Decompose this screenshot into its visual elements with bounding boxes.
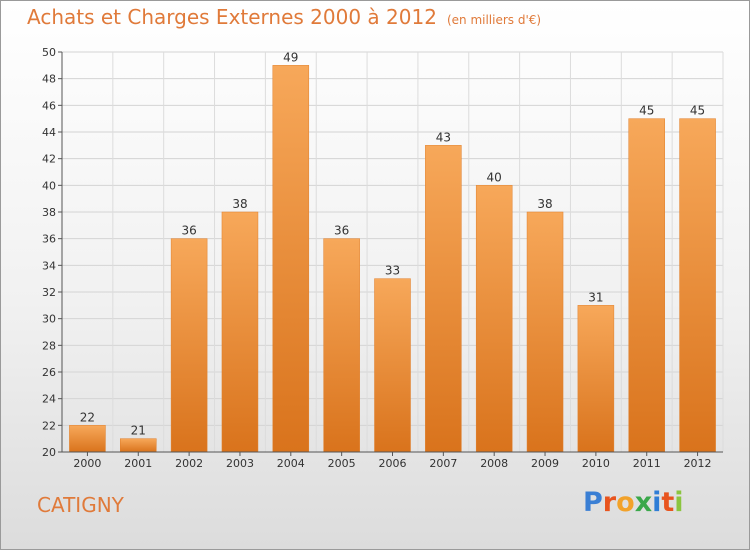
axis-layer: 20 22 24 26 28 30 32 34 36 38 40 42 44 46 48 50 2000 2001… — [42, 46, 723, 470]
x-tick-label: 2000 — [73, 457, 101, 470]
commune-name: CATIGNY — [37, 493, 124, 517]
y-tick-label: 20 — [42, 446, 56, 459]
data-label-2008: 40 — [487, 170, 502, 184]
y-tick-label: 22 — [42, 419, 56, 432]
bar-2012 — [679, 118, 716, 453]
y-tick-label: 32 — [42, 286, 56, 299]
bar-2009 — [526, 211, 564, 453]
logo-letter: x — [634, 487, 653, 518]
bar-2003 — [221, 211, 259, 453]
y-tick-label: 36 — [42, 233, 56, 246]
chart-title-text: Achats et Charges Externes 2000 à 2012 — [27, 5, 437, 29]
x-tick-label: 2007 — [429, 457, 457, 470]
bar-2010 — [577, 305, 615, 453]
data-label-2010: 31 — [588, 290, 603, 304]
y-tick-label: 30 — [42, 313, 56, 326]
x-tick-label: 2002 — [175, 457, 203, 470]
x-tick-label: 2010 — [582, 457, 610, 470]
data-label-2012: 45 — [690, 104, 705, 118]
bar-2011 — [628, 118, 665, 453]
y-tick-label: 42 — [42, 153, 56, 166]
y-tick-label: 44 — [42, 126, 56, 139]
data-label-2006: 33 — [385, 264, 400, 278]
y-tick-label: 26 — [42, 366, 56, 379]
logo-letter: o — [616, 487, 635, 518]
bar-layer: 22 21 36 38 49 36 33 43 40 38 31 45 45 — [69, 50, 716, 453]
y-tick-label: 46 — [42, 99, 56, 112]
bar-2002 — [170, 238, 208, 453]
y-tick-label: 48 — [42, 73, 56, 86]
chart-subtitle: (en milliers d'€) — [446, 13, 542, 27]
y-tick-label: 28 — [42, 339, 56, 352]
bar-2006 — [374, 278, 411, 453]
y-tick-label: 24 — [42, 393, 56, 406]
chart-title: Achats et Charges Externes 2000 à 2012 (e… — [27, 5, 541, 29]
logo-letter: t — [661, 487, 675, 518]
data-label-2001: 21 — [131, 424, 146, 438]
bar-2001 — [120, 438, 157, 453]
bar-2004 — [272, 65, 310, 453]
x-tick-label: 2004 — [277, 457, 305, 470]
bar-2007 — [425, 145, 462, 453]
x-tick-label: 2011 — [633, 457, 661, 470]
bar-2005 — [323, 238, 360, 453]
data-label-2000: 22 — [80, 410, 95, 424]
y-tick-label: 38 — [42, 206, 56, 219]
y-tick-label: 40 — [42, 179, 56, 192]
proxiti-logo: Proxiti — [583, 487, 684, 518]
bar-2000 — [69, 425, 106, 453]
data-label-2005: 36 — [334, 224, 349, 238]
logo-letter: P — [583, 487, 603, 518]
logo-letter: r — [602, 487, 617, 518]
y-tick-label: 34 — [42, 259, 56, 272]
x-tick-label: 2009 — [531, 457, 559, 470]
data-label-2004: 49 — [283, 50, 298, 64]
data-label-2011: 45 — [639, 104, 654, 118]
x-tick-label: 2001 — [124, 457, 152, 470]
logo-letter: i — [674, 487, 684, 518]
y-tick-label: 50 — [42, 46, 56, 59]
data-label-2009: 38 — [537, 197, 552, 211]
data-label-2003: 38 — [232, 197, 247, 211]
x-tick-label: 2003 — [226, 457, 254, 470]
x-tick-label: 2006 — [379, 457, 407, 470]
logo-letter: i — [652, 487, 662, 518]
x-tick-label: 2012 — [684, 457, 712, 470]
bar-2008 — [475, 185, 513, 453]
x-tick-label: 2005 — [328, 457, 356, 470]
x-tick-label: 2008 — [480, 457, 508, 470]
data-label-2007: 43 — [436, 130, 451, 144]
data-label-2002: 36 — [181, 224, 196, 238]
